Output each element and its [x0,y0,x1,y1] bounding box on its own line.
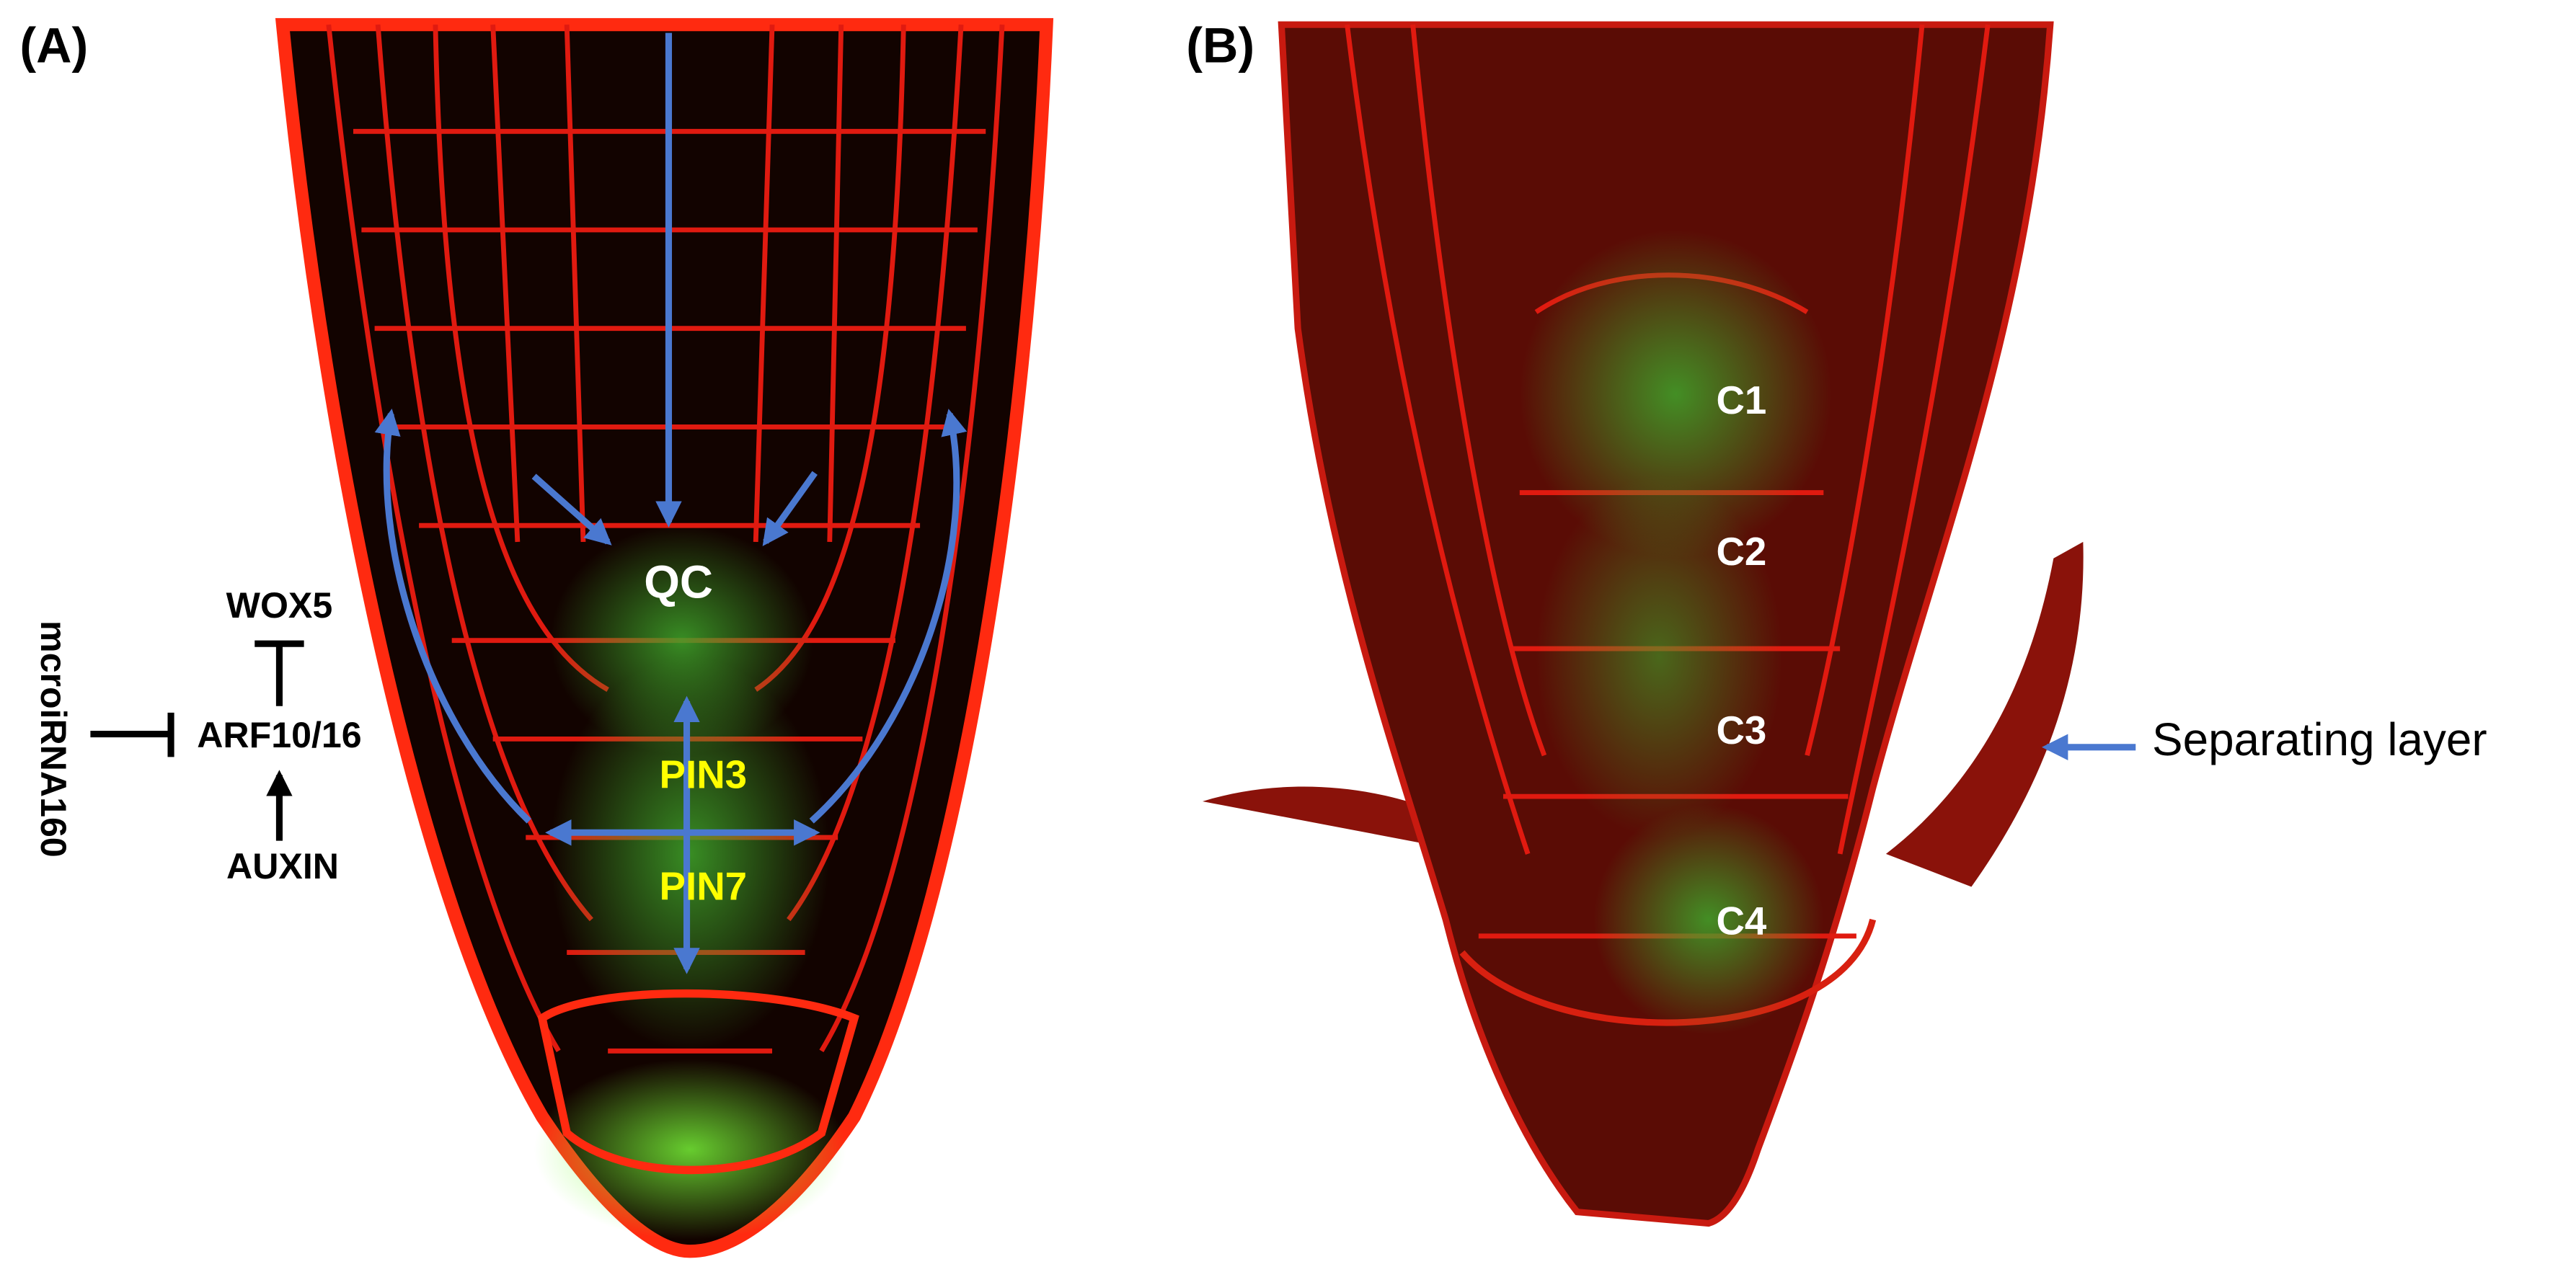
root-image-b [1203,21,2084,1227]
qc-label: QC [644,556,713,608]
arf-label: ARF10/16 [197,715,361,755]
pin7-label: PIN7 [660,864,748,909]
cell-label: C2 [1716,529,1766,574]
cell-label: C1 [1716,378,1766,422]
blue-arrows [374,32,968,974]
mirna-label: mcroiRNA160 [33,621,74,858]
cell-label: C3 [1716,708,1766,752]
separating-label: Separating layer [2152,713,2487,765]
panel-label: (A) [19,19,88,74]
panel-label: (B) [1186,19,1254,74]
wox5-label: WOX5 [226,585,333,626]
pathway: WOX5 ARF10/16 AUXIN mcroiRNA160 [33,585,362,886]
cell-label: C4 [1716,899,1766,943]
pin3-label: PIN3 [660,752,748,797]
auxin-label: AUXIN [226,846,339,886]
